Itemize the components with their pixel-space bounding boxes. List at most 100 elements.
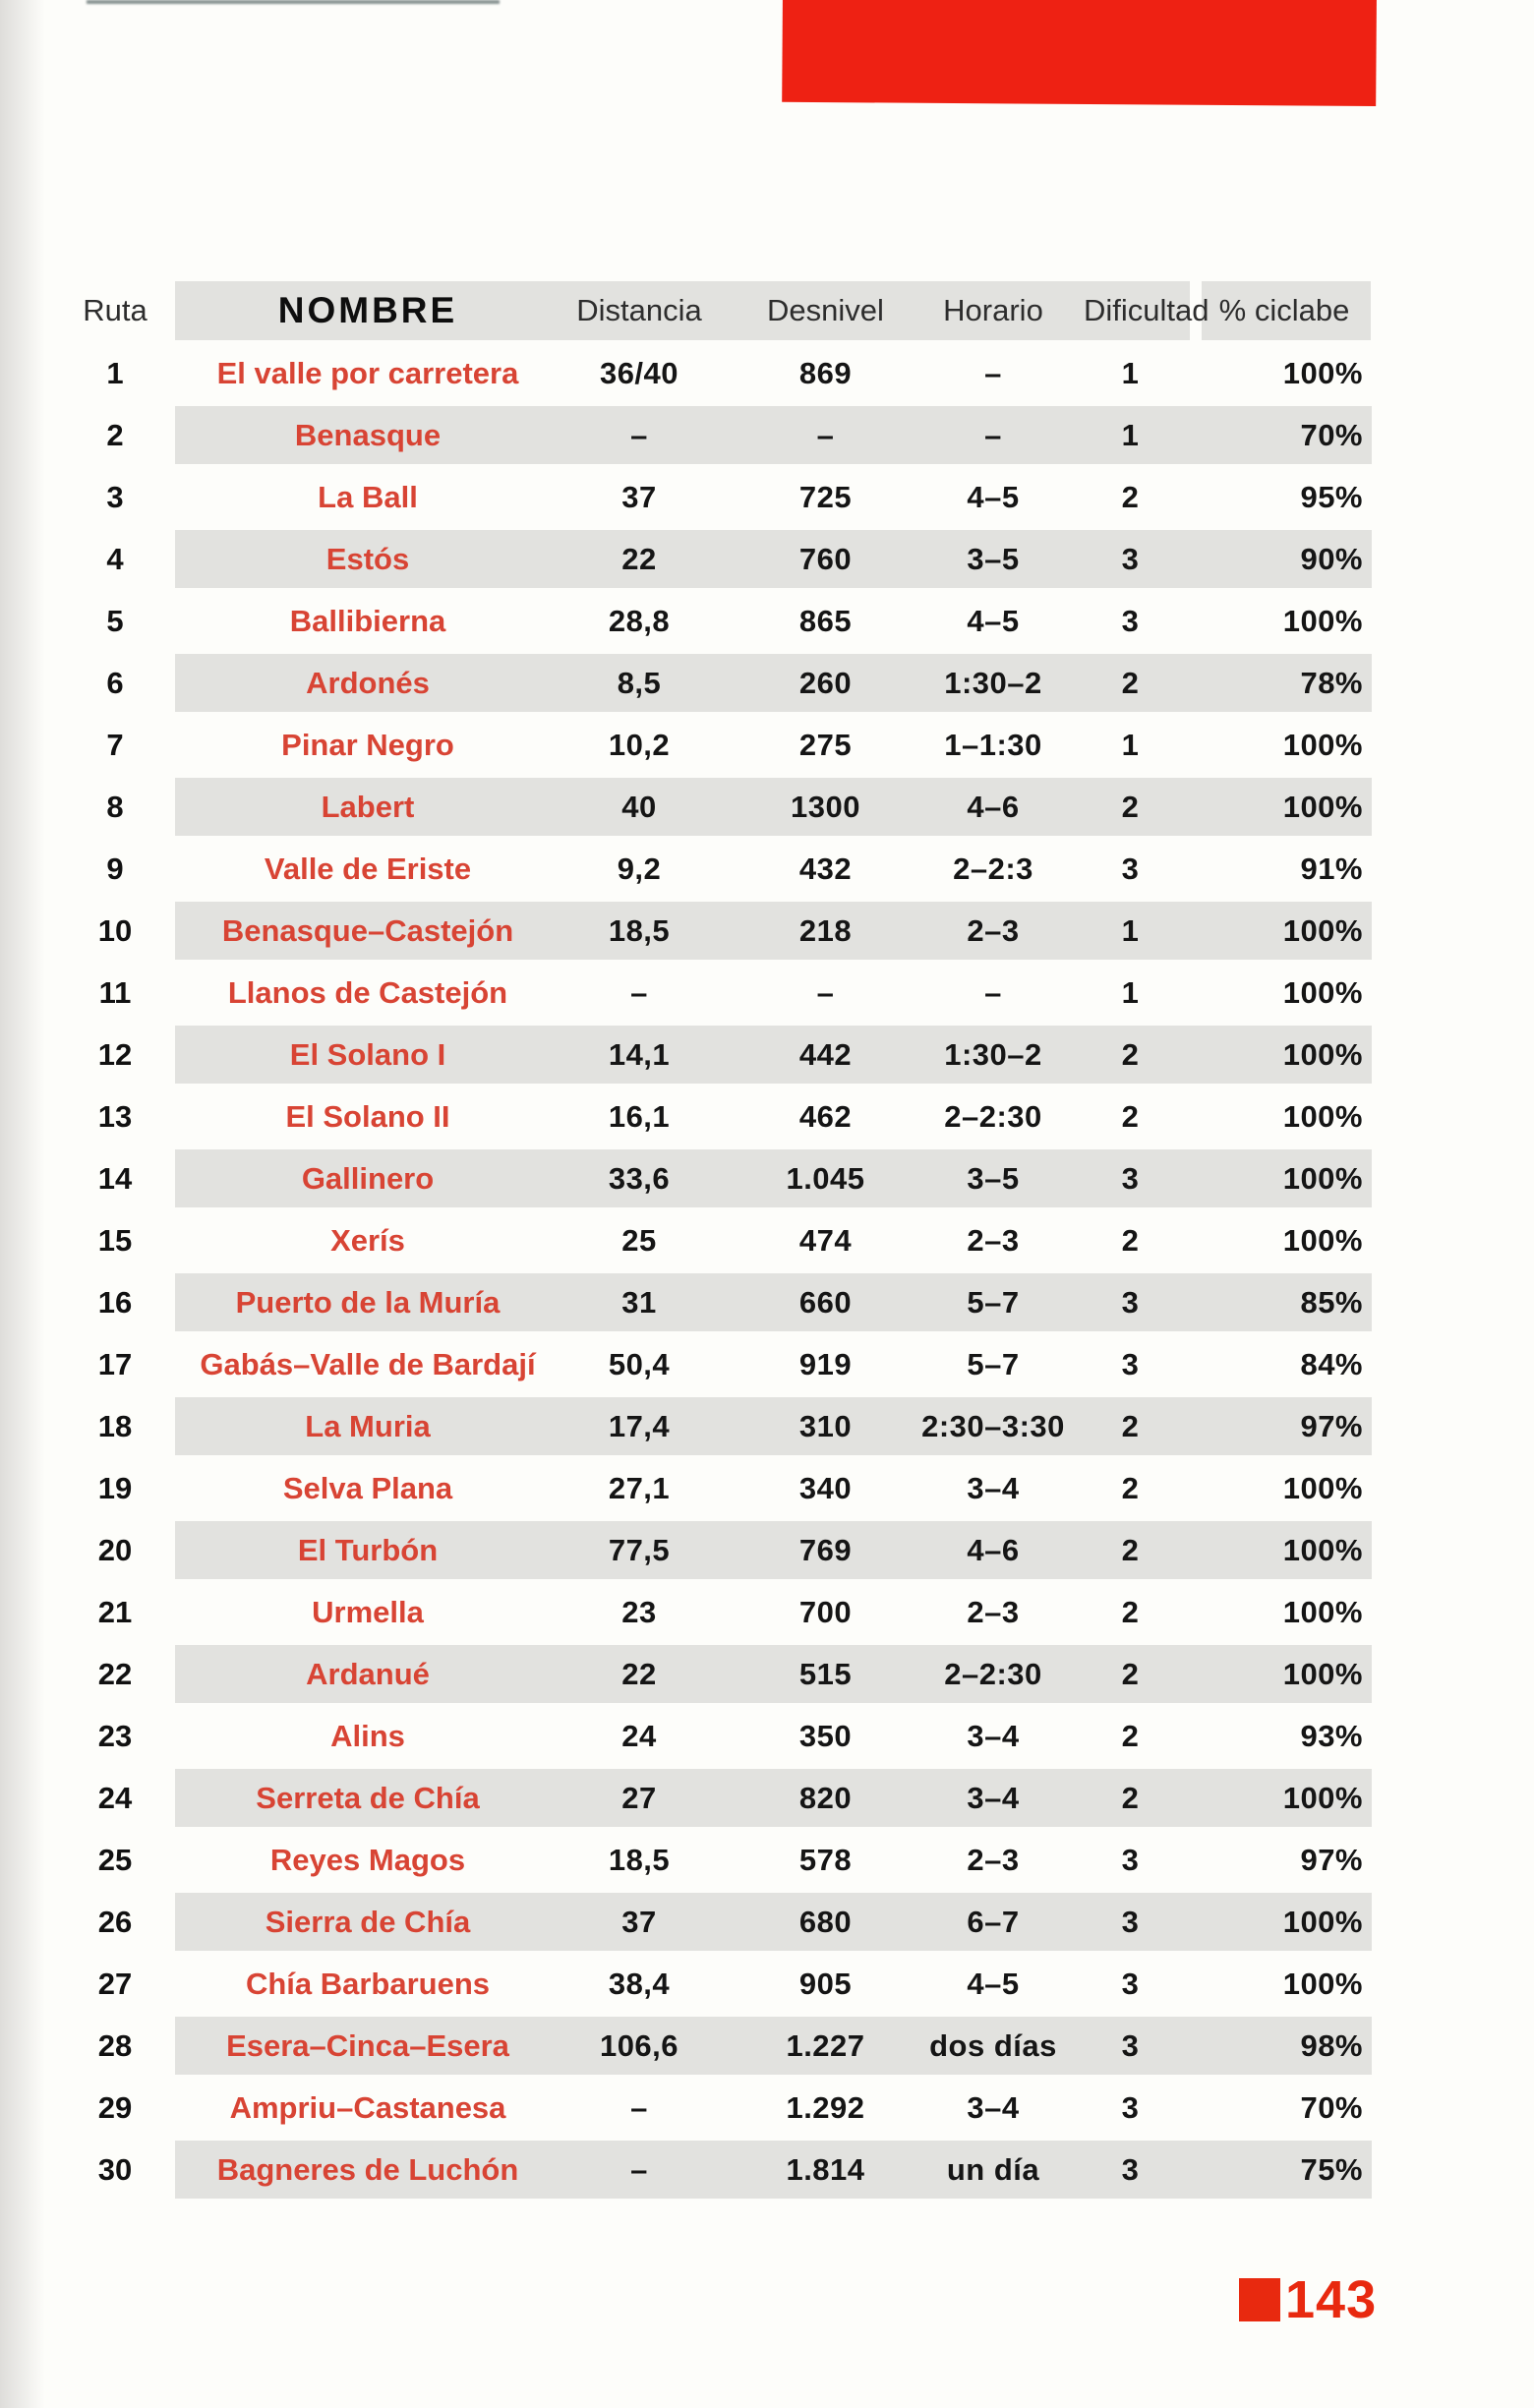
route-distance: – xyxy=(630,975,648,1010)
column-header-desnivel: Desnivel xyxy=(767,293,884,327)
route-elevation: 1.045 xyxy=(786,1161,865,1196)
column-header-distancia: Distancia xyxy=(576,293,702,327)
route-distance: 25 xyxy=(621,1223,657,1258)
route-elevation: 350 xyxy=(798,1719,853,1753)
route-duration: 2–3 xyxy=(967,1223,1020,1258)
route-row: 14 Gallinero 33,6 1.045 3–5 3 100% xyxy=(0,1147,1534,1209)
route-difficulty: 3 xyxy=(1121,1843,1140,1877)
route-distance: 37 xyxy=(621,480,657,514)
route-duration: – xyxy=(984,418,1002,452)
route-number: 5 xyxy=(106,604,124,638)
route-duration: 1:30–2 xyxy=(944,1037,1042,1072)
route-number: 21 xyxy=(97,1595,133,1629)
scan-artifact xyxy=(87,0,500,4)
route-row: 15 Xerís 25 474 2–3 2 100% xyxy=(0,1209,1534,1271)
route-name: El Turbón xyxy=(297,1533,439,1567)
route-duration: 2–3 xyxy=(967,1595,1020,1629)
route-difficulty: 2 xyxy=(1121,1719,1140,1753)
route-elevation: 919 xyxy=(798,1347,853,1381)
route-number: 26 xyxy=(97,1905,133,1939)
route-elevation: 275 xyxy=(798,728,853,762)
route-duration: 4–5 xyxy=(967,604,1020,638)
route-name: Gallinero xyxy=(301,1161,435,1196)
route-number: 8 xyxy=(106,790,124,824)
row-stripe xyxy=(175,654,1372,712)
route-distance: 18,5 xyxy=(608,913,671,948)
route-row: 8 Labert 40 1300 4–6 2 100% xyxy=(0,776,1534,838)
route-rideable-percent: 100% xyxy=(1282,1595,1363,1629)
route-rideable-percent: 100% xyxy=(1282,1657,1363,1691)
route-difficulty: 3 xyxy=(1121,1285,1140,1320)
row-stripe xyxy=(175,1397,1372,1455)
route-duration: 1:30–2 xyxy=(944,666,1042,700)
route-rideable-percent: 70% xyxy=(1300,2090,1363,2125)
row-stripe xyxy=(175,1149,1372,1207)
route-duration: 2–2:3 xyxy=(953,852,1033,886)
route-duration: – xyxy=(984,356,1002,390)
route-row: 28 Esera–Cinca–Esera 106,6 1.227 dos días 3 98… xyxy=(0,2015,1534,2077)
route-difficulty: 2 xyxy=(1121,666,1140,700)
route-name: Esera–Cinca–Esera xyxy=(226,2028,509,2063)
route-distance: 33,6 xyxy=(608,1161,671,1196)
route-number: 9 xyxy=(106,852,124,886)
route-name: Gabás–Valle de Bardají xyxy=(200,1347,536,1381)
route-name: Xerís xyxy=(330,1223,405,1258)
route-rideable-percent: 100% xyxy=(1282,1967,1363,2001)
route-number: 28 xyxy=(97,2028,133,2063)
route-distance: 23 xyxy=(621,1595,657,1629)
route-difficulty: 3 xyxy=(1121,1347,1140,1381)
route-elevation: 218 xyxy=(798,913,853,948)
route-rideable-percent: 100% xyxy=(1282,975,1363,1010)
route-rideable-percent: 75% xyxy=(1300,2152,1363,2187)
column-header-dificultad: Dificultad xyxy=(1084,293,1210,327)
route-duration: 3–4 xyxy=(967,2090,1020,2125)
route-distance: – xyxy=(630,2090,648,2125)
route-rideable-percent: 100% xyxy=(1282,1781,1363,1815)
row-stripe xyxy=(175,902,1372,960)
route-difficulty: 2 xyxy=(1121,1781,1140,1815)
route-difficulty: 2 xyxy=(1121,1471,1140,1505)
route-duration: 4–6 xyxy=(967,790,1020,824)
route-rideable-percent: 90% xyxy=(1300,542,1363,576)
route-distance: 40 xyxy=(621,790,657,824)
column-header-horario: Horario xyxy=(943,293,1043,327)
route-elevation: 1300 xyxy=(791,790,860,824)
route-difficulty: 2 xyxy=(1121,1657,1140,1691)
row-stripe xyxy=(175,1769,1372,1827)
route-rideable-percent: 100% xyxy=(1282,1223,1363,1258)
route-rideable-percent: 70% xyxy=(1300,418,1363,452)
route-difficulty: 3 xyxy=(1121,1905,1140,1939)
route-name: Ardanué xyxy=(306,1657,430,1691)
route-duration: 2–2:30 xyxy=(944,1099,1042,1134)
route-elevation: 820 xyxy=(798,1781,853,1815)
route-distance: 31 xyxy=(621,1285,657,1320)
route-name: Chía Barbaruens xyxy=(245,1967,491,2001)
route-number: 23 xyxy=(97,1719,133,1753)
route-difficulty: 2 xyxy=(1121,790,1140,824)
route-name: Ampriu–Castanesa xyxy=(229,2090,506,2125)
route-row: 7 Pinar Negro 10,2 275 1–1:30 1 100% xyxy=(0,714,1534,776)
route-row: 4 Estós 22 760 3–5 3 90% xyxy=(0,528,1534,590)
route-number: 12 xyxy=(97,1037,133,1072)
route-duration: 3–4 xyxy=(967,1471,1020,1505)
route-elevation: 260 xyxy=(798,666,853,700)
route-duration: un día xyxy=(946,2152,1040,2187)
route-duration: 2–2:30 xyxy=(944,1657,1042,1691)
route-number: 29 xyxy=(97,2090,133,2125)
route-number: 1 xyxy=(106,356,124,390)
route-row: 27 Chía Barbaruens 38,4 905 4–5 3 100% xyxy=(0,1953,1534,2015)
route-number: 3 xyxy=(106,480,124,514)
route-duration: 2–3 xyxy=(967,1843,1020,1877)
route-duration: 6–7 xyxy=(967,1905,1020,1939)
page-number: 143 xyxy=(1285,2270,1378,2329)
route-elevation: 1.814 xyxy=(786,2152,865,2187)
route-difficulty: 3 xyxy=(1121,2028,1140,2063)
route-elevation: 578 xyxy=(798,1843,853,1877)
route-difficulty: 3 xyxy=(1121,2152,1140,2187)
row-stripe xyxy=(175,2017,1372,2075)
route-name: Labert xyxy=(321,790,415,824)
route-rideable-percent: 100% xyxy=(1282,604,1363,638)
column-header-ciclabe: % ciclabe xyxy=(1218,293,1350,327)
route-difficulty: 2 xyxy=(1121,480,1140,514)
route-distance: 18,5 xyxy=(608,1843,671,1877)
